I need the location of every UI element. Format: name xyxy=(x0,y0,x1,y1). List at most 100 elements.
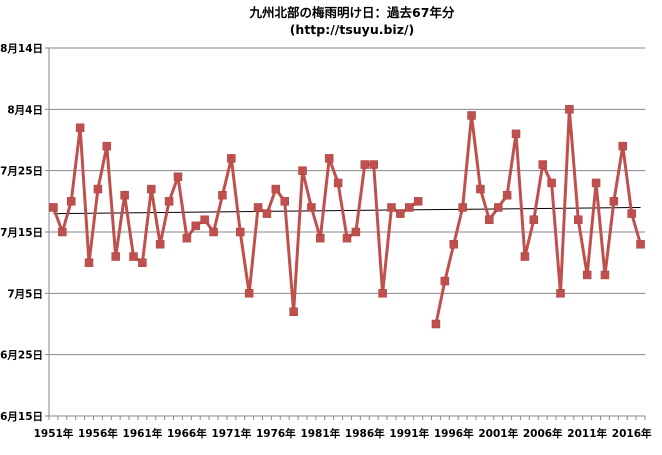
data-point xyxy=(458,203,467,212)
data-point xyxy=(182,233,192,243)
data-point xyxy=(262,209,272,218)
data-point xyxy=(58,227,67,237)
data-point xyxy=(173,172,183,182)
y-tick-label: 7月5日 xyxy=(7,288,43,300)
data-point xyxy=(147,184,156,194)
y-tick-label: 7月25日 xyxy=(0,166,43,178)
data-point xyxy=(129,252,138,261)
data-point xyxy=(405,203,414,212)
data-point xyxy=(565,105,574,114)
data-point xyxy=(227,154,236,163)
data-point xyxy=(102,141,112,151)
data-point xyxy=(298,166,307,175)
data-point xyxy=(253,203,263,212)
data-point xyxy=(511,129,521,139)
data-point xyxy=(324,154,334,163)
data-point xyxy=(280,197,289,206)
data-point xyxy=(316,233,325,243)
data-point xyxy=(66,197,76,206)
data-point xyxy=(155,240,165,249)
x-tick-label: 2006年 xyxy=(523,427,563,440)
y-tick-label: 7月15日 xyxy=(0,227,43,239)
data-point xyxy=(591,178,601,188)
data-point xyxy=(449,240,458,249)
data-point xyxy=(218,190,227,200)
x-tick-label: 2016年 xyxy=(612,427,652,440)
chart-title: 九州北部の梅雨明け日：過去67年分 xyxy=(249,5,455,20)
data-point xyxy=(120,190,129,200)
data-point xyxy=(351,227,361,237)
data-point xyxy=(396,209,405,218)
data-point xyxy=(93,184,103,194)
data-point xyxy=(431,319,441,329)
data-point xyxy=(618,141,628,151)
data-point xyxy=(84,258,94,267)
y-tick-label: 8月14日 xyxy=(0,43,43,55)
x-tick-label: 2011年 xyxy=(567,427,607,440)
data-point xyxy=(236,227,245,237)
data-point xyxy=(600,270,610,280)
x-tick-label: 1951年 xyxy=(34,427,74,440)
data-point xyxy=(387,203,396,212)
data-point xyxy=(547,178,556,188)
x-tick-label: 1961年 xyxy=(123,427,163,440)
series-line xyxy=(434,107,642,325)
data-point xyxy=(111,252,120,261)
x-tick-label: 1971年 xyxy=(211,427,251,440)
trendline-layer xyxy=(53,206,641,215)
data-point xyxy=(485,215,494,224)
data-point xyxy=(75,123,85,132)
data-point xyxy=(502,190,512,200)
data-point xyxy=(378,289,387,298)
y-tick-labels: 6月15日 6月25日 7月5日 7月15日 7月25日 8月4日 8月14日 xyxy=(0,43,43,423)
x-tick-label: 1966年 xyxy=(167,427,207,440)
data-point xyxy=(574,215,583,224)
data-point xyxy=(200,215,209,224)
x-tick-label: 1991年 xyxy=(389,427,429,440)
trendline xyxy=(53,206,641,215)
data-point xyxy=(360,160,370,169)
data-point xyxy=(582,270,592,280)
data-point xyxy=(636,240,645,249)
data-point xyxy=(342,233,352,243)
data-point xyxy=(440,276,450,286)
data-point xyxy=(627,209,636,218)
data-point xyxy=(244,289,254,298)
y-tick-label: 6月25日 xyxy=(0,350,43,362)
data-point xyxy=(493,203,503,212)
x-tick-label: 1981年 xyxy=(300,427,340,440)
data-point xyxy=(209,227,218,237)
x-tick-label: 1976年 xyxy=(256,427,296,440)
grid-lines xyxy=(49,47,645,417)
data-point xyxy=(538,160,547,169)
data-point xyxy=(289,307,298,316)
y-tick-label: 6月15日 xyxy=(0,411,43,423)
chart-subtitle: (http://tsuyu.biz/) xyxy=(290,22,415,37)
data-point xyxy=(467,111,476,120)
data-point xyxy=(520,252,530,261)
series-line xyxy=(52,126,420,314)
data-point xyxy=(529,215,539,224)
data-point xyxy=(191,221,201,231)
y-tick-label: 8月4日 xyxy=(7,104,43,116)
data-point xyxy=(413,197,423,206)
data-point xyxy=(333,178,343,188)
data-point xyxy=(369,160,378,169)
x-tick-label: 1986年 xyxy=(345,427,385,440)
data-point xyxy=(49,203,58,212)
axes xyxy=(45,47,646,420)
data-point xyxy=(307,203,316,212)
data-point xyxy=(556,289,565,298)
x-tick-labels: 1951年 1956年 1961年 1966年 1971年 1976年 1981年 1986年… xyxy=(34,427,652,440)
series-layer xyxy=(49,105,645,329)
x-tick-label: 2001年 xyxy=(478,427,518,440)
data-point xyxy=(138,258,147,267)
data-point xyxy=(476,184,485,194)
data-point xyxy=(164,197,174,206)
x-tick-label: 1996年 xyxy=(434,427,474,440)
data-point xyxy=(271,184,281,194)
data-point xyxy=(609,197,619,206)
x-tick-label: 1956年 xyxy=(78,427,118,440)
